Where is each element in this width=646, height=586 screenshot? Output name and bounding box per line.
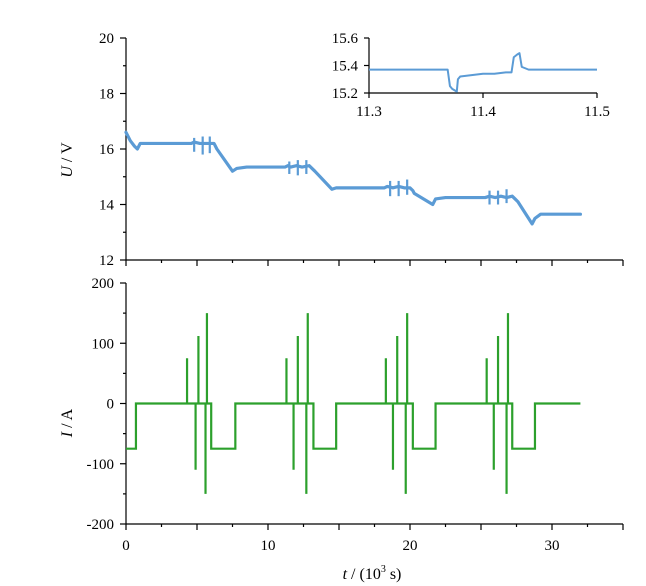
- voltage-y-tick-label: 16: [99, 142, 115, 158]
- current-y-tick-label: -200: [87, 517, 115, 533]
- inset-y-tick-label: 15.6: [332, 31, 359, 47]
- inset-panel: 15.2 15.4 15.6 11.3 11.4 11.5: [332, 31, 610, 120]
- voltage-y-tick-label: 18: [99, 87, 114, 103]
- current-panel: -200 -100 0 100 200 0 10 20 30: [87, 276, 624, 554]
- current-y-tick-label: 0: [107, 397, 115, 413]
- inset-y-tick-label: 15.2: [332, 86, 358, 102]
- current-x-tick-label: 0: [122, 538, 130, 554]
- voltage-y-axis-title: U / V: [59, 142, 76, 178]
- inset-x-tick-label: 11.3: [356, 104, 382, 120]
- current-y-tick-label: -100: [87, 457, 115, 473]
- x-axis-title: t / (103 s): [343, 564, 402, 583]
- voltage-y-tick-label: 12: [99, 253, 114, 269]
- inset-x-tick-label: 11.4: [470, 104, 496, 120]
- voltage-y-tick-label: 14: [99, 198, 115, 214]
- current-x-tick-label: 10: [261, 538, 276, 554]
- current-x-tick-label: 30: [545, 538, 560, 554]
- inset-y-tick-label: 15.4: [332, 59, 359, 75]
- voltage-panel: 12 14 16 18 20: [99, 31, 624, 269]
- current-y-tick-label: 200: [92, 276, 115, 292]
- voltage-y-tick-label: 20: [99, 31, 114, 47]
- inset-x-tick-label: 11.5: [584, 104, 610, 120]
- current-series-line: [126, 313, 581, 494]
- inset-series-line: [369, 52, 597, 93]
- current-y-tick-label: 100: [92, 336, 115, 352]
- current-y-axis-title: I / A: [59, 408, 76, 438]
- current-x-tick-label: 20: [403, 538, 418, 554]
